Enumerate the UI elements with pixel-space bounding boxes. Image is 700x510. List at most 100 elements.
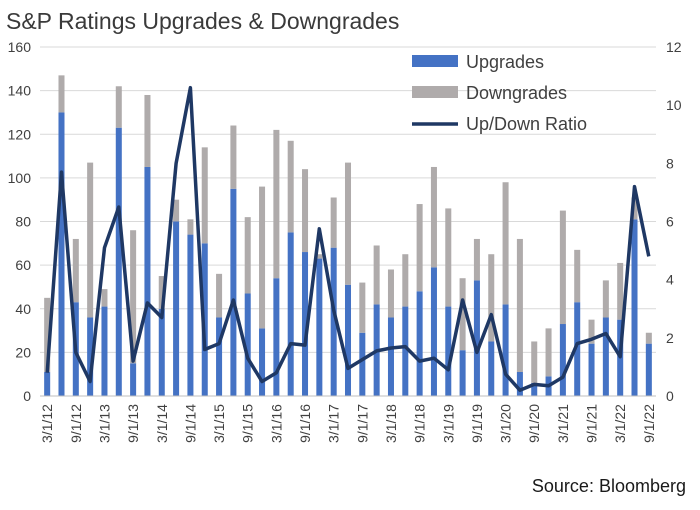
- bar-downgrades: [87, 162, 94, 318]
- bar-upgrades: [502, 304, 509, 396]
- ratio-line-group: [45, 85, 651, 392]
- bar-downgrades: [430, 166, 437, 268]
- bar-upgrades: [230, 188, 237, 396]
- bar-downgrades: [130, 230, 137, 364]
- x-tick-label: 9/1/14: [182, 404, 198, 443]
- y-axis-left: 0 20 40 60 80 100 120 140 160: [8, 39, 32, 404]
- legend-swatch-downgrades: [412, 86, 458, 98]
- bar-upgrades: [602, 317, 609, 396]
- bar-upgrades: [588, 343, 595, 396]
- x-tick-label: 3/1/20: [498, 404, 514, 443]
- y-right-tick-label: 0: [666, 388, 674, 404]
- y-right-tick-label: 8: [666, 155, 674, 171]
- bar-upgrades: [559, 324, 566, 396]
- y-left-tick-label: 100: [8, 170, 32, 186]
- x-tick-label: 9/1/18: [412, 404, 428, 443]
- bar-downgrades: [158, 276, 165, 309]
- bar-downgrades: [259, 186, 266, 329]
- bar-downgrades: [602, 280, 609, 318]
- x-tick-label: 3/1/22: [612, 404, 628, 443]
- bar-downgrades: [101, 289, 108, 307]
- y-left-tick-label: 60: [15, 257, 31, 273]
- bar-downgrades: [416, 204, 423, 292]
- bar-downgrades: [187, 219, 194, 235]
- y-left-tick-label: 40: [15, 301, 31, 317]
- legend-swatch-upgrades: [412, 55, 458, 67]
- x-tick-label: 3/1/14: [154, 404, 170, 443]
- bar-upgrades: [302, 252, 309, 396]
- y-right-tick-label: 6: [666, 214, 674, 230]
- bar-upgrades: [631, 219, 638, 396]
- y-right-tick-label: 2: [666, 330, 674, 346]
- x-axis: 3/1/12 9/1/12 3/1/13 9/1/13 3/1/14 9/1/14 3/1/…: [39, 404, 657, 443]
- x-tick-label: 3/1/16: [268, 404, 284, 443]
- x-tick-label: 9/1/16: [297, 404, 313, 443]
- chart-title: S&P Ratings Upgrades & Downgrades: [6, 8, 400, 34]
- bar-downgrades: [488, 254, 495, 342]
- bar-downgrades: [473, 238, 480, 281]
- bar-upgrades: [244, 293, 251, 396]
- legend-label-upgrades: Upgrades: [466, 52, 544, 72]
- bar-downgrades: [316, 254, 323, 259]
- bar-upgrades: [87, 317, 94, 396]
- bar-downgrades: [617, 262, 624, 320]
- bar-downgrades: [72, 238, 79, 303]
- bar-downgrades: [588, 319, 595, 344]
- bar-downgrades: [631, 197, 638, 220]
- bar-upgrades: [316, 258, 323, 396]
- bar-upgrades: [158, 308, 165, 396]
- x-tick-label: 9/1/17: [354, 404, 370, 443]
- bar-downgrades: [58, 75, 65, 113]
- y-right-tick-label: 12: [666, 39, 682, 55]
- x-tick-label: 3/1/17: [326, 404, 342, 443]
- bar-upgrades: [273, 278, 280, 396]
- bar-upgrades: [344, 284, 352, 396]
- x-tick-label: 3/1/13: [97, 404, 113, 443]
- bar-upgrades: [531, 382, 538, 396]
- y-right-tick-label: 10: [666, 97, 682, 113]
- bar-downgrades: [373, 245, 380, 305]
- bar-upgrades: [416, 291, 423, 396]
- bar-upgrades: [402, 306, 409, 396]
- y-axis-right: 0 2 4 6 8 10 12: [666, 39, 682, 404]
- bar-downgrades: [516, 238, 523, 373]
- bar-upgrades: [645, 343, 652, 396]
- x-tick-label: 9/1/19: [469, 404, 485, 443]
- x-tick-label: 9/1/15: [240, 404, 256, 443]
- x-tick-label: 9/1/22: [641, 404, 657, 443]
- x-tick-label: 3/1/15: [211, 404, 227, 443]
- bar-downgrades: [344, 162, 352, 285]
- bar-downgrades: [144, 94, 151, 167]
- bar-upgrades: [115, 127, 122, 397]
- bar-downgrades: [502, 182, 509, 305]
- bar-upgrades: [488, 341, 495, 396]
- bar-upgrades: [459, 350, 466, 396]
- source-note: Source: Bloomberg: [531, 476, 686, 496]
- bar-upgrades: [130, 363, 137, 396]
- bar-downgrades: [216, 273, 223, 318]
- bar-downgrades: [115, 86, 122, 128]
- bar-upgrades: [173, 221, 180, 396]
- bar-upgrades: [445, 306, 452, 396]
- bar-upgrades: [330, 247, 337, 396]
- bar-downgrades: [244, 217, 251, 294]
- legend: Upgrades Downgrades Up/Down Ratio: [412, 52, 587, 134]
- bar-upgrades: [516, 372, 523, 396]
- y-left-tick-label: 120: [8, 126, 32, 142]
- bar-upgrades: [574, 302, 581, 396]
- x-tick-label: 3/1/12: [39, 404, 55, 443]
- bar-downgrades: [545, 328, 552, 377]
- bar-upgrades: [259, 328, 266, 396]
- y-left-tick-label: 0: [23, 388, 31, 404]
- bar-upgrades: [101, 306, 108, 396]
- bar-downgrades: [559, 210, 566, 325]
- x-tick-label: 3/1/18: [383, 404, 399, 443]
- x-tick-label: 3/1/21: [555, 404, 571, 443]
- x-tick-label: 3/1/19: [440, 404, 456, 443]
- ratio-line: [45, 85, 651, 392]
- y-left-tick-label: 140: [8, 83, 32, 99]
- bar-upgrades: [387, 317, 394, 396]
- y-right-tick-label: 4: [666, 272, 674, 288]
- bar-downgrades: [330, 197, 337, 248]
